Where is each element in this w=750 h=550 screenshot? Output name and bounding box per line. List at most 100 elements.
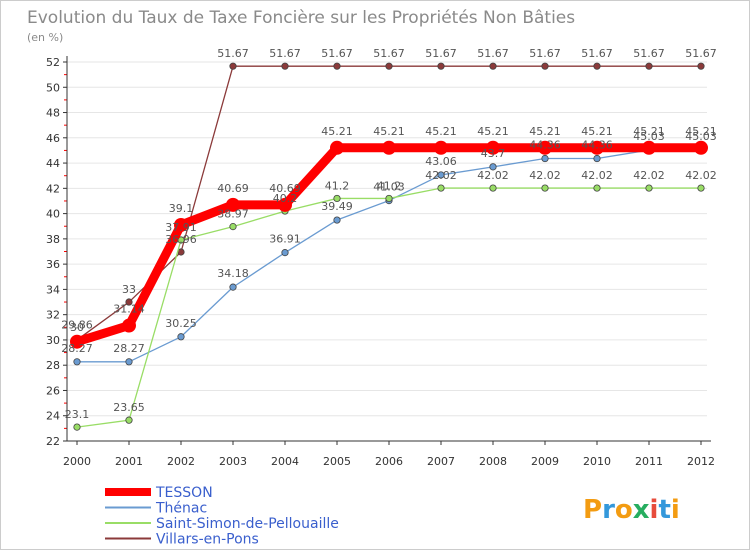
- data-point: [541, 154, 549, 163]
- data-point: [229, 62, 237, 70]
- logo-letter: r: [602, 495, 615, 525]
- data-point: [645, 62, 653, 70]
- data-label: 51.67: [425, 47, 457, 60]
- y-tick-label: 26: [46, 384, 60, 397]
- y-tick-label: 52: [46, 56, 60, 69]
- y-tick-label: 50: [46, 81, 60, 94]
- logo-letter: o: [615, 495, 633, 525]
- chart-title: Evolution du Taux de Taxe Foncière sur l…: [27, 8, 575, 28]
- data-point: [333, 216, 341, 224]
- data-label: 51.67: [529, 47, 561, 60]
- legend-label: TESSON: [155, 485, 213, 501]
- data-label: 28.27: [61, 342, 93, 355]
- logo-text: Proxiti: [583, 495, 680, 525]
- data-label: 36.91: [269, 233, 301, 246]
- data-point: [645, 184, 653, 192]
- data-point: [174, 217, 188, 232]
- unit-label: (en %): [27, 31, 63, 44]
- data-label: 42.02: [581, 169, 613, 182]
- y-tick-label: 24: [46, 410, 60, 423]
- data-label: 45.21: [321, 125, 353, 138]
- data-label: 43.06: [425, 155, 457, 168]
- x-tick-label: 2007: [427, 455, 455, 468]
- data-label: 28.27: [113, 342, 145, 355]
- y-tick-label: 42: [46, 182, 60, 195]
- legend-label: Villars-en-Pons: [156, 532, 259, 548]
- data-point: [590, 140, 604, 155]
- data-label: 39.49: [321, 200, 353, 213]
- data-point: [229, 283, 237, 291]
- data-point: [125, 358, 133, 366]
- x-tick-label: 2004: [271, 455, 299, 468]
- series-group: [70, 62, 708, 431]
- data-label: 45.03: [633, 130, 665, 143]
- data-label: 34.18: [217, 267, 249, 280]
- series-villars-en-pons: [73, 62, 705, 344]
- data-label: 51.67: [581, 47, 613, 60]
- x-tick-label: 2012: [687, 455, 715, 468]
- data-point: [226, 197, 240, 212]
- data-point: [73, 358, 81, 366]
- y-tick-label: 40: [46, 208, 60, 221]
- data-label: 39.1: [169, 202, 194, 215]
- data-point: [382, 140, 396, 155]
- data-point: [541, 184, 549, 192]
- data-point: [70, 334, 84, 349]
- proxiti-logo: Proxiti: [583, 495, 680, 525]
- data-label: 40.69: [217, 182, 249, 195]
- data-point: [281, 249, 289, 257]
- data-label: 44.36: [529, 139, 561, 152]
- data-label: 51.67: [633, 47, 665, 60]
- data-point: [125, 416, 133, 424]
- data-label: 40.2: [273, 192, 298, 205]
- data-point: [125, 298, 133, 306]
- data-label: 45.21: [477, 125, 509, 138]
- data-label: 51.67: [477, 47, 509, 60]
- data-point: [437, 171, 445, 179]
- data-label: 43.7: [481, 147, 506, 160]
- y-tick-label: 30: [46, 334, 60, 347]
- data-point: [229, 223, 237, 231]
- data-label: 51.67: [321, 47, 353, 60]
- data-label: 44.36: [581, 139, 613, 152]
- legend-label: Thénac: [155, 501, 207, 517]
- data-point: [697, 184, 705, 192]
- x-tick-label: 2009: [531, 455, 559, 468]
- x-tick-label: 2002: [167, 455, 195, 468]
- legend: TESSONThénacSaint-Simon-de-PellouailleVi…: [105, 485, 339, 548]
- data-label: 45.03: [685, 130, 717, 143]
- data-label: 45.21: [581, 125, 613, 138]
- data-point: [538, 140, 552, 155]
- data-point: [593, 62, 601, 70]
- data-point: [333, 194, 341, 203]
- data-point: [437, 62, 445, 70]
- data-label: 41.03: [373, 181, 405, 194]
- data-label: 33: [122, 283, 136, 296]
- data-point: [122, 318, 136, 333]
- data-point: [489, 62, 497, 70]
- data-label: 45.21: [685, 125, 717, 138]
- series-tesson: [70, 140, 708, 349]
- logo-letter: t: [658, 495, 670, 525]
- data-point: [489, 184, 497, 192]
- data-label: 51.67: [373, 47, 405, 60]
- data-point: [486, 140, 500, 155]
- data-point: [385, 62, 393, 70]
- x-tick-label: 2005: [323, 455, 351, 468]
- logo-letter: x: [633, 495, 650, 525]
- axes: 22 24 26 28 30 32 34 36 38 40 42 44 46 48 50 52 2000 2001…: [46, 56, 715, 468]
- x-tick-label: 2001: [115, 455, 143, 468]
- x-tick-label: 2010: [583, 455, 611, 468]
- y-tick-label: 44: [46, 157, 60, 170]
- x-tick-label: 2008: [479, 455, 507, 468]
- y-tick-label: 34: [46, 283, 60, 296]
- legend-label: Saint-Simon-de-Pellouaille: [156, 516, 339, 532]
- data-label: 51.67: [685, 47, 717, 60]
- data-label: 42.02: [425, 169, 457, 182]
- data-label: 30.25: [165, 317, 197, 330]
- data-label: 51.67: [269, 47, 301, 60]
- data-point: [642, 140, 656, 155]
- data-label: 41.2: [325, 179, 350, 192]
